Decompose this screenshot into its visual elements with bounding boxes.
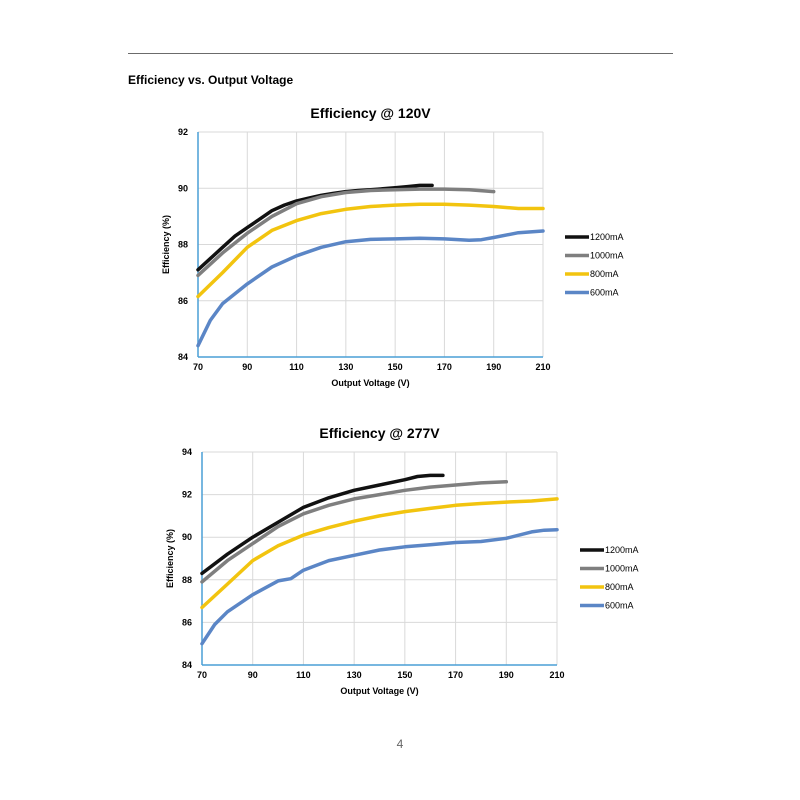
- x-tick-label-70: 70: [193, 362, 203, 372]
- legend-label-600ma: 600mA: [605, 601, 634, 611]
- y-tick-label-90: 90: [182, 532, 192, 542]
- x-tick-label-150: 150: [397, 670, 412, 680]
- legend-label-800ma: 800mA: [590, 269, 619, 279]
- x-tick-label-90: 90: [242, 362, 252, 372]
- legend-label-600ma: 600mA: [590, 288, 619, 298]
- y-axis-label: Efficiency (%): [161, 215, 171, 274]
- x-tick-label-130: 130: [347, 670, 362, 680]
- chart-title: Efficiency @ 277V: [319, 425, 440, 441]
- legend-label-1200ma: 1200mA: [590, 232, 624, 242]
- x-tick-label-170: 170: [448, 670, 463, 680]
- y-tick-label-92: 92: [182, 490, 192, 500]
- y-tick-label-88: 88: [178, 240, 188, 250]
- legend-label-1000ma: 1000mA: [605, 564, 639, 574]
- y-tick-label-94: 94: [182, 447, 192, 457]
- series-line-1000ma: [196, 187, 496, 278]
- chart-title: Efficiency @ 120V: [310, 105, 431, 121]
- y-tick-label-90: 90: [178, 183, 188, 193]
- series-line-1000ma: [200, 480, 509, 584]
- series-line-800ma: [196, 202, 545, 299]
- y-tick-label-88: 88: [182, 575, 192, 585]
- x-axis-label: Output Voltage (V): [340, 686, 418, 696]
- series-line-600ma: [196, 229, 545, 348]
- legend-label-800ma: 800mA: [605, 582, 634, 592]
- x-tick-label-110: 110: [289, 362, 304, 372]
- y-axis-label: Efficiency (%): [165, 529, 175, 588]
- x-tick-label-210: 210: [535, 362, 550, 372]
- section-title: Efficiency vs. Output Voltage: [128, 73, 294, 87]
- x-tick-label-90: 90: [248, 670, 258, 680]
- series-line-600ma: [200, 527, 559, 646]
- x-tick-label-150: 150: [388, 362, 403, 372]
- y-tick-label-92: 92: [178, 127, 188, 137]
- x-tick-label-190: 190: [499, 670, 514, 680]
- y-tick-label-84: 84: [178, 352, 188, 362]
- y-tick-label-86: 86: [182, 617, 192, 627]
- y-tick-label-86: 86: [178, 296, 188, 306]
- x-tick-label-70: 70: [197, 670, 207, 680]
- header-rule: [128, 53, 673, 54]
- x-tick-label-130: 130: [338, 362, 353, 372]
- legend-label-1200ma: 1200mA: [605, 545, 639, 555]
- series-line-800ma: [200, 497, 559, 610]
- x-tick-label-190: 190: [486, 362, 501, 372]
- page-number: 4: [396, 737, 404, 751]
- x-tick-label-210: 210: [549, 670, 564, 680]
- x-tick-label-110: 110: [296, 670, 311, 680]
- legend-label-1000ma: 1000mA: [590, 251, 624, 261]
- x-axis-label: Output Voltage (V): [331, 378, 409, 388]
- x-tick-label-170: 170: [437, 362, 452, 372]
- y-tick-label-84: 84: [182, 660, 192, 670]
- efficiency-277v-chart: Efficiency @ 277V 70 90 110 130 150 170 190 210 8…: [165, 425, 639, 696]
- series-line-1200ma: [200, 473, 445, 576]
- efficiency-120v-chart: Efficiency @ 120V 70 90 110 130 150 170 190 210 8…: [161, 105, 624, 388]
